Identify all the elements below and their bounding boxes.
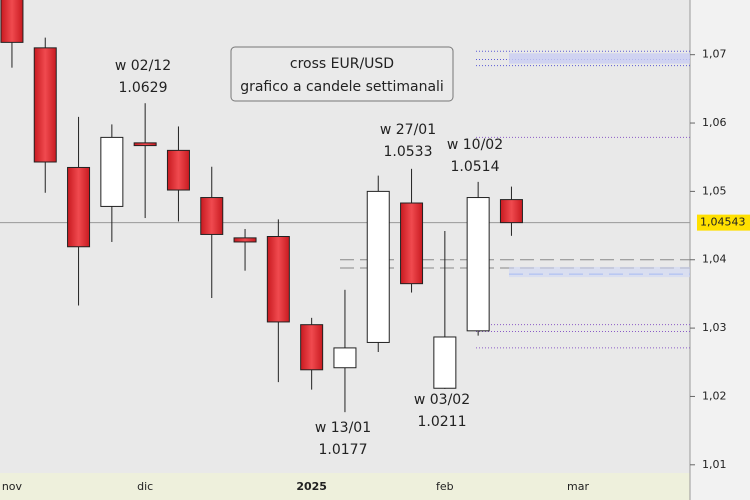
annotation-label: w 10/02 [447,137,503,153]
chart-title: cross EUR/USD [290,56,394,72]
candle-body [300,324,324,371]
candle-body [100,136,124,207]
candle-body [366,190,390,343]
y-tick-label: 1,02 [702,389,727,402]
plot [0,0,690,413]
overlay: 1,01 1,02 1,03 1,04 1,05 1,06 1,07 nov dic 2025 fe… [2,48,750,493]
chart-subtitle: grafico a candele settimanali [240,79,444,95]
candle-body [200,197,224,235]
x-tick-label: mar [567,480,589,493]
candle-body [166,149,190,191]
annotation-label: w 13/01 [315,420,371,436]
annotation-value: 1.0533 [384,144,433,160]
y-tick-label: 1,06 [702,116,727,129]
y-tick-label: 1,04 [702,253,727,266]
candle-body [266,236,290,323]
candle-body [400,202,424,285]
x-tick-label: feb [436,480,454,493]
annotation-label: w 03/02 [414,392,470,408]
title-box [230,46,454,102]
candle-body [466,197,490,332]
annotation-value: 1.0211 [418,414,467,430]
y-tick-label: 1,03 [702,321,727,334]
level-band [509,266,690,278]
y-tick-label: 1,01 [702,458,727,471]
candle-body [67,166,91,248]
last-price-label: 1,04543 [700,216,746,229]
last-price-box [697,214,750,231]
candle-body [499,199,523,224]
annotation-label: w 27/01 [380,122,436,138]
annotation-value: 1.0514 [451,159,500,175]
x-tick-label: 2025 [296,480,327,493]
y-tick-label: 1,07 [702,48,727,61]
annotation-value: 1.0629 [119,80,168,96]
candle-body [433,336,457,389]
candle-body [233,237,257,243]
x-tick-label: nov [2,480,23,493]
candle-body [333,347,357,369]
y-axis-area [690,0,750,500]
y-tick-label: 1,05 [702,184,727,197]
x-tick-label: dic [137,480,153,493]
annotation-value: 1.0177 [319,442,368,458]
level-band [509,53,690,64]
candle-body [133,142,157,147]
annotation-label: w 02/12 [115,58,171,74]
x-axis-area [0,473,690,500]
candle-body [0,0,24,43]
candle-body [33,47,57,163]
